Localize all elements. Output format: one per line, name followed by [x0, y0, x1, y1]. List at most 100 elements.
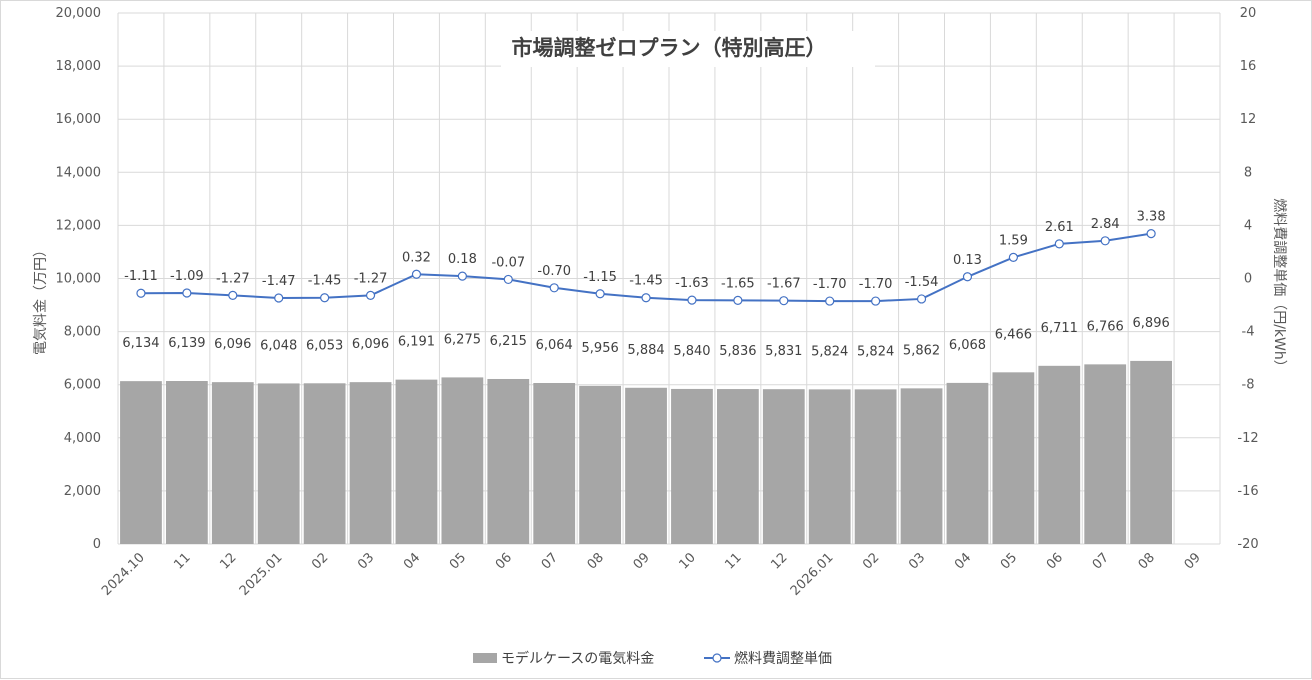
bar-value-label: 6,096: [352, 337, 389, 352]
bar: [533, 383, 576, 544]
y2-tick-label: -8: [1242, 378, 1255, 393]
bar-value-label: 6,191: [398, 335, 435, 350]
y2-tick-label: 0: [1244, 272, 1252, 287]
line-point: [871, 296, 881, 306]
x-tick-label: 09: [1182, 550, 1204, 572]
line-value-label: -1.70: [859, 277, 893, 292]
line-point: [136, 288, 146, 298]
line-value-label: -1.45: [308, 274, 342, 289]
bar: [257, 383, 300, 544]
line-point: [1100, 236, 1110, 246]
bar: [1084, 364, 1127, 544]
bar: [441, 377, 484, 544]
x-tick-label: 06: [493, 550, 515, 572]
bar: [992, 372, 1035, 544]
line-value-label: 2.61: [1045, 220, 1074, 235]
bar-value-label: 6,896: [1133, 316, 1170, 331]
line-value-label: -1.15: [583, 270, 617, 285]
bar-value-label: 6,053: [306, 338, 343, 353]
line-value-label: -0.07: [491, 255, 525, 270]
line-value-label: -1.27: [354, 271, 388, 286]
line-value-label: -1.11: [124, 269, 158, 284]
bar-value-label: 5,956: [582, 341, 619, 356]
line-point: [411, 269, 422, 279]
y2-tick-label: 12: [1240, 112, 1257, 127]
y2-tick-label: 4: [1244, 218, 1252, 233]
x-tick-label: 07: [1090, 550, 1112, 572]
bar: [716, 389, 759, 544]
bar: [808, 389, 851, 544]
x-tick-label: 03: [355, 550, 377, 572]
x-tick-label: 11: [171, 550, 193, 572]
y2-tick-label: -12: [1237, 431, 1258, 446]
bar: [303, 383, 346, 544]
line-point: [503, 274, 513, 285]
line-point: [228, 290, 238, 300]
line-value-label: 0.18: [448, 252, 477, 267]
line-value-label: -1.70: [813, 277, 847, 292]
x-tick-label: 2025.01: [237, 550, 286, 599]
x-tick-label: 05: [998, 550, 1020, 572]
bar: [349, 382, 392, 544]
line-value-label: -1.65: [721, 276, 755, 291]
bar-value-label: 5,840: [673, 344, 710, 359]
line-series: [136, 229, 1156, 306]
line-point: [825, 296, 835, 306]
y-tick-label: 12,000: [56, 218, 102, 233]
line-point: [320, 293, 330, 303]
line-value-label: 1.59: [999, 233, 1028, 248]
x-tick-label: 12: [217, 550, 239, 572]
x-tick-label: 08: [585, 550, 607, 572]
bar-value-label: 6,466: [995, 327, 1032, 342]
bar: [946, 382, 989, 544]
legend-line-label: 燃料費調整単価: [734, 650, 832, 667]
bar: [671, 388, 713, 544]
y-tick-label: 4,000: [64, 431, 101, 446]
x-tick-label: 08: [1136, 550, 1158, 572]
y-tick-label: 16,000: [56, 112, 102, 127]
y2-tick-label: -16: [1237, 484, 1258, 499]
bar-value-label: 5,836: [719, 344, 756, 359]
line-point: [733, 295, 743, 306]
bar-value-label: 5,884: [627, 343, 664, 358]
x-tick-label: 12: [768, 550, 790, 572]
line-value-label: -1.47: [262, 274, 296, 289]
bar-value-label: 6,766: [1087, 319, 1124, 334]
line-value-label: 3.38: [1137, 210, 1166, 225]
legend-bar-label: モデルケースの電気料金: [501, 650, 654, 667]
x-tick-label: 07: [539, 550, 561, 572]
bar: [579, 385, 622, 544]
line-point: [916, 294, 927, 304]
grid: [117, 12, 1221, 545]
x-tick-label: 02: [860, 550, 882, 572]
y-tick-label: 6,000: [64, 378, 101, 393]
line-value-label: -0.70: [537, 264, 571, 279]
y-tick-label: 18,000: [56, 59, 102, 74]
legend-line-marker: [712, 653, 722, 663]
bar-value-label: 6,275: [444, 332, 481, 347]
y-tick-label: 14,000: [56, 165, 102, 180]
x-tick-label: 02: [309, 550, 331, 572]
line-point: [687, 295, 697, 305]
x-tick-label: 11: [722, 550, 744, 572]
bar-value-label: 6,139: [168, 336, 205, 351]
legend: モデルケースの電気料金 燃料費調整単価: [473, 650, 832, 667]
line-value-label: 0.13: [953, 253, 982, 268]
y-tick-label: 2,000: [64, 484, 101, 499]
line-value-label: 2.84: [1091, 217, 1120, 232]
y2-tick-label: 20: [1240, 6, 1257, 21]
bar-value-label: 6,048: [260, 338, 297, 353]
line-value-label: -1.54: [905, 275, 939, 290]
bar: [762, 389, 805, 544]
line-value-label: -1.67: [767, 277, 801, 292]
bar-value-label: 5,831: [765, 344, 802, 359]
y-tick-label: 0: [93, 537, 101, 552]
bar: [211, 382, 254, 544]
line-point: [457, 271, 467, 281]
line-point: [182, 288, 192, 298]
line-value-label: -1.09: [170, 269, 204, 284]
x-tick-label: 09: [631, 550, 653, 572]
bar: [900, 388, 943, 544]
line-point: [365, 290, 376, 300]
